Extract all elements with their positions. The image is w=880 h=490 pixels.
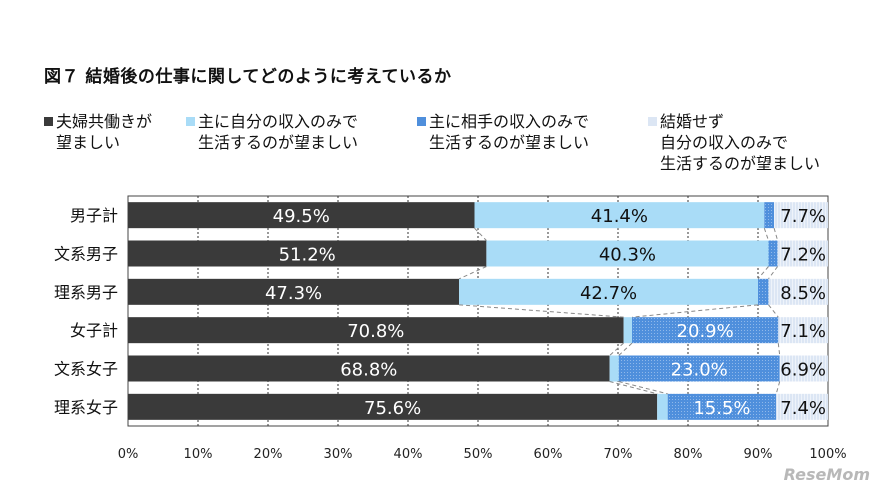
bar-segment: [777, 240, 828, 267]
series-connector-line: [609, 342, 624, 356]
bar-segment: [768, 278, 828, 305]
bar-segment: [657, 393, 668, 420]
series-connector-line: [459, 304, 624, 318]
x-tick-label: 70%: [604, 447, 633, 462]
y-category-label: 男子計: [70, 206, 118, 225]
x-tick-label: 30%: [324, 447, 353, 462]
legend-item: 主に相手の収入のみで 生活するのが望ましい: [417, 111, 589, 153]
y-category-label: 女子計: [70, 321, 118, 340]
data-label: 51.2%: [279, 245, 336, 266]
data-label: 42.7%: [580, 283, 637, 304]
series-connector-line: [777, 343, 781, 356]
bar-segment: [128, 202, 475, 229]
bar-segment: [486, 240, 769, 267]
series-connector-line: [458, 266, 487, 280]
series-connector-line: [474, 227, 487, 241]
x-tick-label: 100%: [809, 447, 846, 462]
series-connector-line: [775, 381, 781, 394]
bar-segment: [632, 317, 779, 344]
bar-segment: [128, 317, 624, 344]
data-label: 23.0%: [671, 360, 728, 381]
data-label: 7.7%: [780, 206, 826, 227]
data-label: 49.5%: [273, 206, 330, 227]
y-category-label: 文系女子: [54, 360, 118, 379]
bar-segment: [459, 278, 758, 305]
watermark-logo: ReseMom: [783, 465, 870, 484]
legend-swatch: [417, 117, 426, 126]
bar-segment: [128, 240, 487, 267]
legend-item: 夫婦共働きが 望ましい: [44, 111, 152, 153]
bar-segment: [778, 317, 828, 344]
data-label: 6.9%: [780, 360, 826, 381]
legend-label: 夫婦共働きが 望ましい: [56, 112, 153, 152]
data-label: 75.6%: [364, 398, 421, 419]
data-label: 47.3%: [265, 283, 322, 304]
x-tick-label: 50%: [464, 447, 493, 462]
series-connector-line: [768, 304, 779, 318]
bar-segment: [774, 202, 828, 229]
legend-label: 主に相手の収入のみで 生活するのが望ましい: [429, 112, 590, 152]
plot-frame: [127, 195, 829, 427]
data-label: 8.5%: [780, 283, 826, 304]
bar-segment: [128, 355, 610, 382]
data-label: 7.1%: [780, 321, 826, 342]
data-label: 15.5%: [693, 398, 750, 419]
series-connector-line: [757, 266, 769, 280]
legend-label: 主に自分の収入のみで 生活するのが望ましい: [198, 112, 359, 152]
data-label: 7.2%: [780, 245, 826, 266]
series-connector-line: [609, 381, 658, 395]
bar-segment: [128, 278, 460, 305]
bar-segment: [667, 393, 777, 420]
y-category-label: 理系男子: [54, 283, 118, 302]
bar-segment: [768, 240, 778, 267]
data-label: 70.8%: [347, 321, 404, 342]
y-category-label: 文系男子: [54, 245, 118, 264]
bar-segment: [609, 355, 619, 382]
bar-segment: [758, 278, 769, 305]
series-connector-line: [618, 381, 668, 395]
series-connector-line: [618, 342, 633, 356]
legend-item: 結婚せず 自分の収入のみで 生活するのが望ましい: [648, 111, 820, 174]
bar-segment: [779, 355, 828, 382]
data-label: 68.8%: [340, 360, 397, 381]
x-tick-label: 60%: [534, 447, 563, 462]
data-label: 41.4%: [591, 206, 648, 227]
bar-segment: [474, 202, 765, 229]
bar-segment: [623, 317, 632, 344]
x-tick-label: 0%: [118, 447, 139, 462]
bar-segment: [618, 355, 780, 382]
legend-label: 結婚せず 自分の収入のみで 生活するのが望ましい: [660, 112, 821, 173]
data-label: 40.3%: [599, 245, 656, 266]
chart-title: 図７ 結婚後の仕事に関してどのように考えているか: [44, 67, 452, 87]
series-connector-line: [768, 266, 779, 280]
bar-segment: [128, 393, 658, 420]
legend-swatch: [44, 117, 53, 126]
x-tick-label: 40%: [394, 447, 423, 462]
legend-swatch: [648, 117, 657, 126]
x-tick-label: 90%: [744, 447, 773, 462]
series-connector-line: [631, 304, 759, 318]
data-label: 20.9%: [677, 321, 734, 342]
bar-segment: [776, 393, 828, 420]
series-connector-line: [773, 228, 779, 241]
legend-item: 主に自分の収入のみで 生活するのが望ましい: [186, 111, 358, 153]
bar-segment: [764, 202, 775, 229]
x-tick-label: 10%: [184, 447, 213, 462]
y-category-label: 理系女子: [54, 398, 118, 417]
data-label: 7.4%: [780, 398, 826, 419]
legend-swatch: [186, 117, 195, 126]
x-tick-label: 20%: [254, 447, 283, 462]
x-tick-label: 80%: [674, 447, 703, 462]
series-connector-line: [763, 228, 769, 241]
